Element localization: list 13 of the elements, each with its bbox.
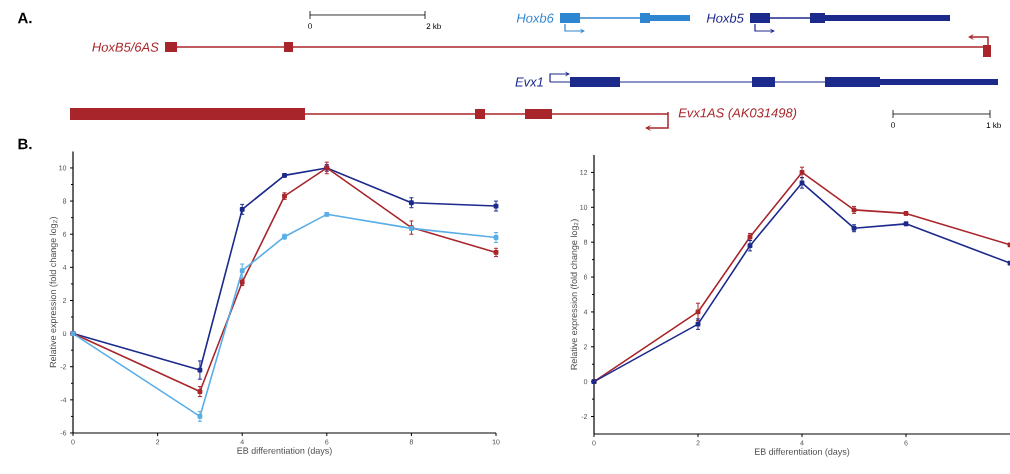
text: Hoxb5 xyxy=(706,13,744,23)
x-axis-title: EB differentiation (days) xyxy=(237,447,332,456)
text: Evx1AS (AK031498) xyxy=(678,107,797,121)
point xyxy=(239,268,245,274)
text: HoxB5/6AS xyxy=(92,42,159,52)
x-axis-title: EB differentiation (days) xyxy=(754,448,850,457)
text: Hoxb6 xyxy=(516,13,554,23)
text: A. xyxy=(17,12,32,24)
point xyxy=(799,170,805,175)
y-axis-title: Relative expression (fold change log$_{2}$) xyxy=(49,217,58,368)
text: Evx1 xyxy=(515,77,543,87)
chart-title: B. xyxy=(18,138,32,150)
y-axis-title: Relative expression (fold change log$_{2}$) xyxy=(570,219,579,370)
